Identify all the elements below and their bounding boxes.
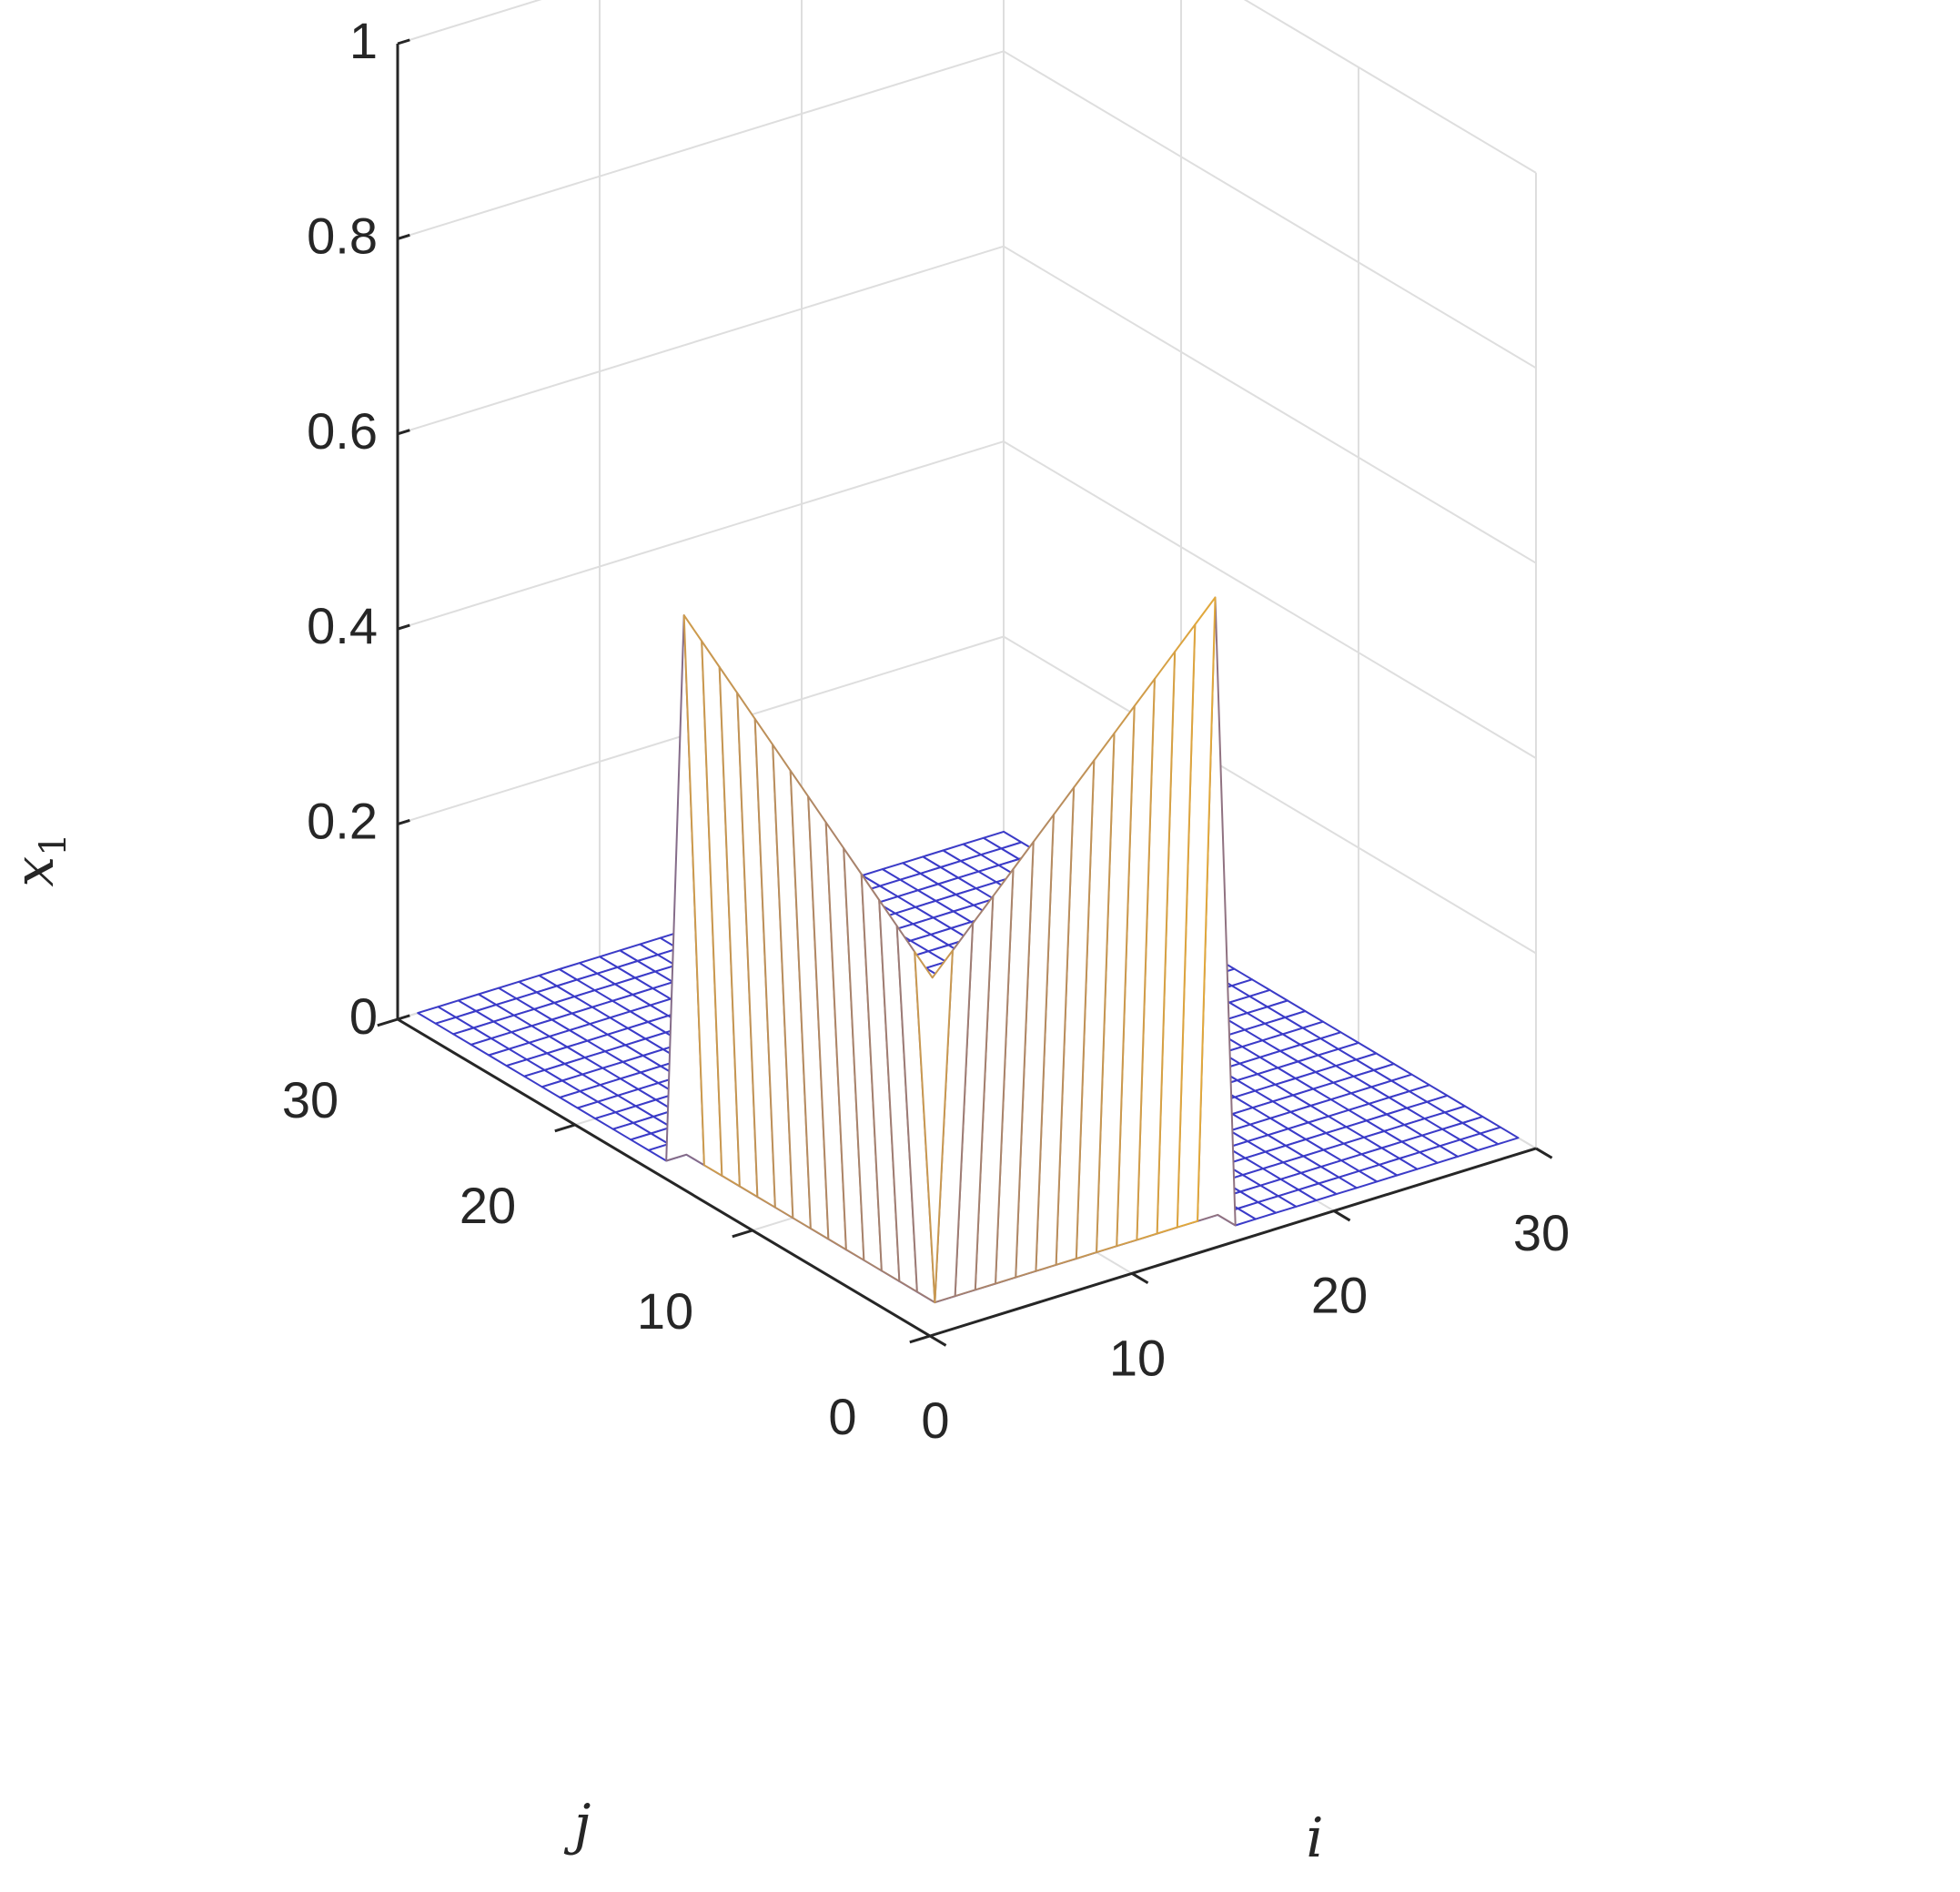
y-axis-label: j xyxy=(564,1793,591,1857)
z-tick xyxy=(397,819,410,826)
mesh-surface xyxy=(417,596,1520,1304)
grid-line xyxy=(397,440,1005,631)
mesh-cell xyxy=(914,949,954,1304)
y-tick-label: 0 xyxy=(828,1388,856,1445)
z-tick-label: 0 xyxy=(349,987,378,1045)
z-tick xyxy=(397,623,410,631)
x-tick-label: 30 xyxy=(1513,1204,1570,1261)
x-tick xyxy=(929,1334,947,1347)
z-tick-label: 0.8 xyxy=(307,207,378,264)
y-tick-label: 10 xyxy=(637,1282,693,1340)
y-axis-line xyxy=(397,1017,931,1338)
z-tick xyxy=(397,233,410,240)
z-tick xyxy=(397,1014,410,1021)
y-tick xyxy=(554,1123,576,1133)
z-tick xyxy=(397,38,410,46)
z-axis-label: x1 xyxy=(3,833,75,886)
grid-line xyxy=(397,245,1005,435)
x-tick-label: 0 xyxy=(921,1391,949,1449)
x-tick xyxy=(1131,1272,1149,1285)
axis-lines xyxy=(377,38,1553,1347)
z-axis-label-subscript: 1 xyxy=(33,833,75,855)
x-tick-label: 20 xyxy=(1311,1267,1368,1324)
y-tick-label: 30 xyxy=(282,1071,338,1128)
grid-line xyxy=(1243,0,1537,174)
z-tick-label: 0.4 xyxy=(307,597,378,654)
y-tick-label: 20 xyxy=(460,1177,516,1234)
grid-line xyxy=(397,50,1005,240)
grid-line xyxy=(1003,440,1537,759)
grid-line xyxy=(1003,635,1537,955)
x-tick xyxy=(1535,1147,1553,1159)
z-tick-label: 0.2 xyxy=(307,793,378,850)
x-axis-label: i xyxy=(1306,1806,1323,1870)
grid-line xyxy=(1003,245,1537,564)
x-tick xyxy=(1333,1209,1351,1222)
y-tick xyxy=(732,1229,753,1239)
grid-line xyxy=(397,0,542,45)
y-tick xyxy=(909,1334,931,1344)
y-tick xyxy=(377,1017,399,1027)
grid-line xyxy=(1003,50,1537,369)
x-tick-label: 10 xyxy=(1109,1329,1166,1386)
z-tick-label: 0.6 xyxy=(307,402,378,460)
z-tick-label: 1 xyxy=(349,12,378,69)
z-axis-label-main: x xyxy=(3,856,66,887)
z-tick xyxy=(397,429,410,436)
x-axis-line xyxy=(929,1147,1537,1338)
